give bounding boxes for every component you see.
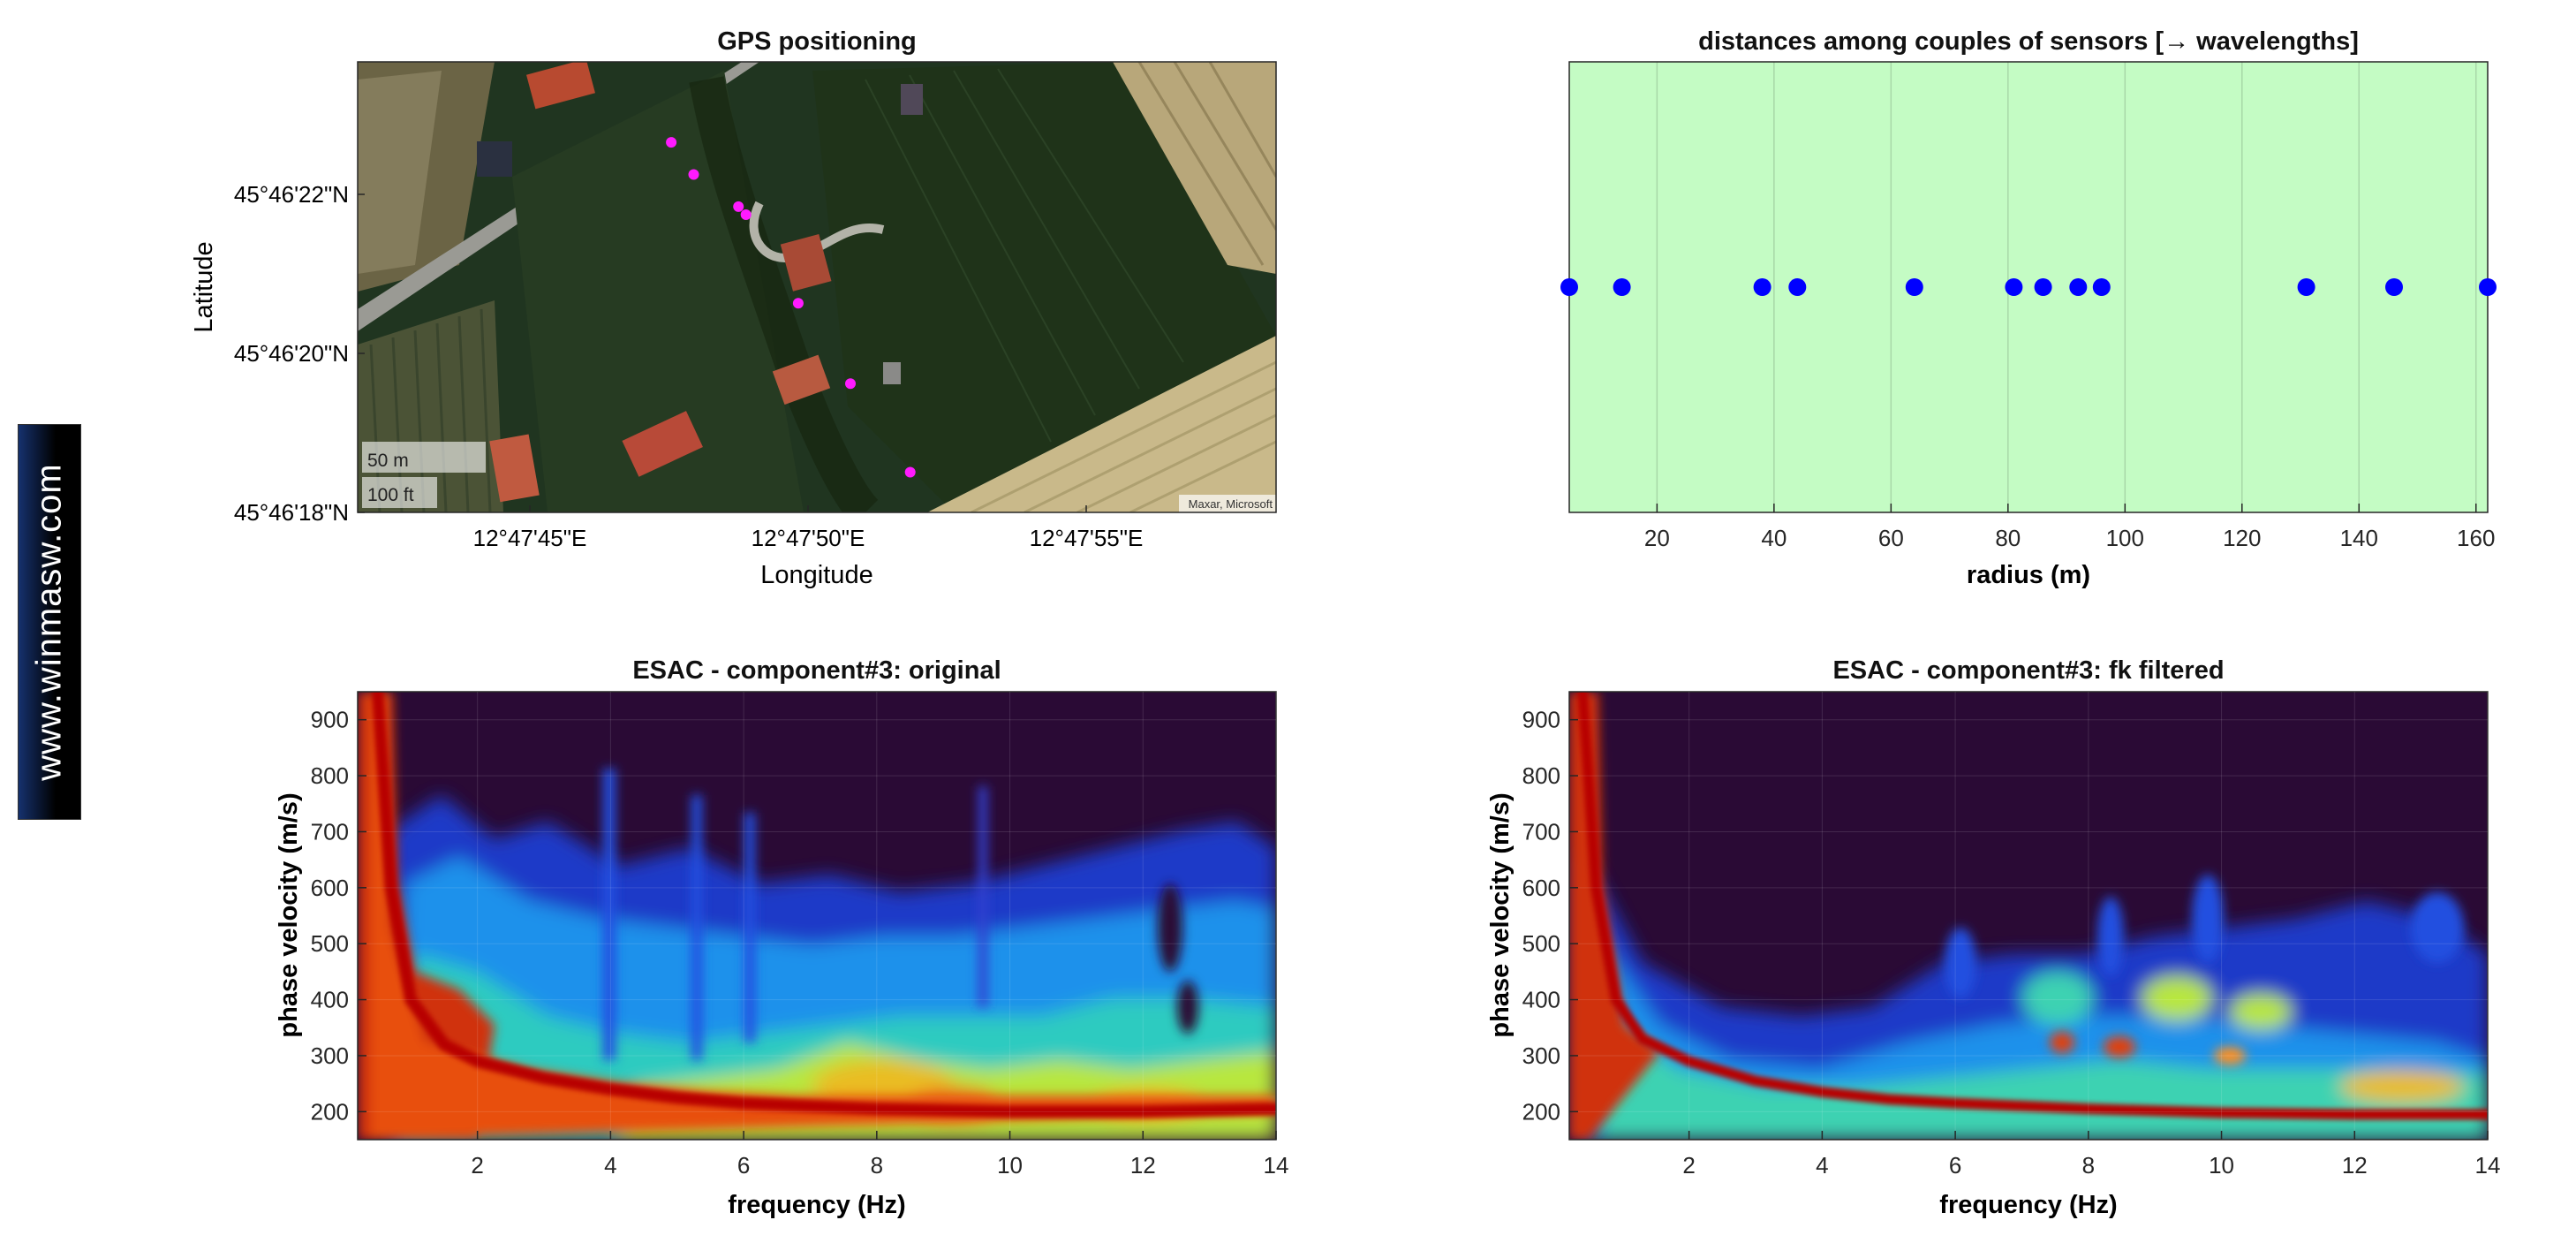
radius-point (2005, 278, 2023, 296)
gps-point (733, 201, 744, 212)
fk-xtick-label: 2 (1682, 1152, 1695, 1179)
radius-point (2385, 278, 2403, 296)
gps-xtick: 12°47'55"E (1030, 525, 1144, 551)
orig-ytick-label: 400 (311, 987, 349, 1013)
fk-xtick-label: 4 (1816, 1152, 1828, 1179)
fk-ytick-label: 400 (1522, 987, 1560, 1013)
fk-xtick-label: 10 (2209, 1152, 2234, 1179)
fk-ytick-label: 700 (1522, 818, 1560, 845)
radius-point (1560, 278, 1578, 296)
orig-axes: 2 4 6 8 10 12 14 200 300 400 500 600 700 800 900 (311, 692, 1289, 1179)
gps-ytick: 45°46'18"N (234, 499, 349, 526)
fk-title: ESAC - component#3: fk filtered (1832, 656, 2224, 685)
fk-ylabel: phase velocity (m/s) (1486, 792, 1515, 1037)
spectrum-fk-panel: ESAC - component#3: fk filtered (1486, 656, 2500, 1219)
fk-heatmap (1569, 692, 2488, 1140)
radius-point (1905, 278, 1923, 296)
gps-point (666, 137, 677, 148)
scale-bar-feet: 100 ft (367, 485, 414, 505)
gps-point (792, 298, 804, 309)
orig-ytick-label: 200 (311, 1098, 349, 1125)
fk-ytick-label: 600 (1522, 875, 1560, 901)
gps-ytick: 45°46'20"N (234, 340, 349, 367)
orig-dispersion-curve (371, 692, 1276, 1118)
radius-point (2479, 278, 2497, 296)
gps-sensor-points (666, 137, 916, 478)
radius-points (1560, 278, 2497, 296)
radius-grid (1656, 62, 2477, 512)
radius-xaxis: 20 40 60 80 100 120 140 160 (1644, 504, 2495, 551)
radius-point (1753, 278, 1771, 296)
fk-ytick-label: 300 (1522, 1042, 1560, 1069)
gps-point (845, 378, 856, 390)
fk-xtick-label: 8 (2082, 1152, 2095, 1179)
radius-title: distances among couples of sensors [→ wa… (1698, 27, 2359, 56)
orig-xtick-label: 8 (871, 1152, 883, 1179)
fk-xtick-label: 12 (2342, 1152, 2368, 1179)
gps-xtick: 12°47'50"E (752, 525, 865, 551)
orig-xtick-label: 12 (1130, 1152, 1156, 1179)
radius-tick-label: 80 (1995, 525, 2021, 551)
fk-xtick-label: 14 (2475, 1152, 2501, 1179)
orig-xtick-label: 4 (604, 1152, 616, 1179)
orig-ytick-label: 500 (311, 930, 349, 957)
radius-point (1788, 278, 1807, 296)
fk-ytick-label: 500 (1522, 930, 1560, 957)
gps-panel: GPS positioning (190, 27, 1277, 589)
gps-ytick: 45°46'22"N (234, 181, 349, 208)
orig-xtick-label: 10 (997, 1152, 1023, 1179)
gps-title: GPS positioning (717, 27, 917, 56)
gps-xlabel: Longitude (760, 561, 873, 589)
radius-xlabel: radius (m) (1967, 561, 2090, 589)
radius-tick-label: 60 (1878, 525, 1904, 551)
radius-tick-label: 100 (2106, 525, 2144, 551)
orig-ytick-label: 700 (311, 818, 349, 845)
fk-xlabel: frequency (Hz) (1939, 1191, 2117, 1219)
radius-tick-label: 160 (2457, 525, 2495, 551)
winmasw-brand-badge: www.winmasw.com (18, 424, 81, 820)
gps-ylabel: Latitude (190, 241, 218, 332)
orig-heatmap (358, 692, 1276, 1140)
fk-axes: 2 4 6 8 10 12 14 200 300 400 500 600 700 800 900 (1522, 692, 2501, 1179)
orig-xtick-label: 2 (471, 1152, 483, 1179)
orig-ylabel: phase velocity (m/s) (275, 792, 303, 1037)
fk-ytick-label: 800 (1522, 762, 1560, 789)
scale-bar-meters: 50 m (367, 451, 409, 471)
radius-point (1613, 278, 1631, 296)
radius-point (2092, 278, 2111, 296)
gps-xtick: 12°47'45"E (473, 525, 587, 551)
orig-ytick-label: 300 (311, 1042, 349, 1069)
orig-ytick-label: 800 (311, 762, 349, 789)
radius-tick-label: 140 (2340, 525, 2378, 551)
fk-dispersion-curve (1577, 692, 2488, 1120)
orig-title: ESAC - component#3: original (632, 656, 1001, 685)
radius-point (2297, 278, 2315, 296)
orig-ytick-label: 600 (311, 875, 349, 901)
radius-point (2069, 278, 2088, 296)
gps-point (904, 466, 916, 478)
radius-point (2034, 278, 2052, 296)
radius-tick-label: 120 (2223, 525, 2261, 551)
orig-xlabel: frequency (Hz) (728, 1191, 905, 1219)
orig-xtick-label: 14 (1264, 1152, 1289, 1179)
gps-point (688, 169, 699, 180)
gps-point (740, 209, 752, 220)
gps-axes: 12°47'45"E 12°47'50"E 12°47'55"E 45°46'2… (190, 181, 1143, 589)
map-attribution: Maxar, Microsoft (1189, 497, 1273, 511)
fk-xtick-label: 6 (1949, 1152, 1961, 1179)
orig-xtick-label: 6 (737, 1152, 750, 1179)
fk-ytick-label: 900 (1522, 707, 1560, 733)
satellite-map: 50 m 100 ft Maxar, Microsoft (358, 62, 1276, 512)
radius-tick-label: 40 (1761, 525, 1787, 551)
radius-tick-label: 20 (1644, 525, 1670, 551)
orig-ytick-label: 900 (311, 707, 349, 733)
radius-plot-area (1569, 62, 2488, 512)
radius-panel: distances among couples of sensors [→ wa… (1560, 27, 2497, 589)
spectrum-original-panel: ESAC - component#3: original (275, 656, 1288, 1219)
fk-ytick-label: 200 (1522, 1098, 1560, 1125)
